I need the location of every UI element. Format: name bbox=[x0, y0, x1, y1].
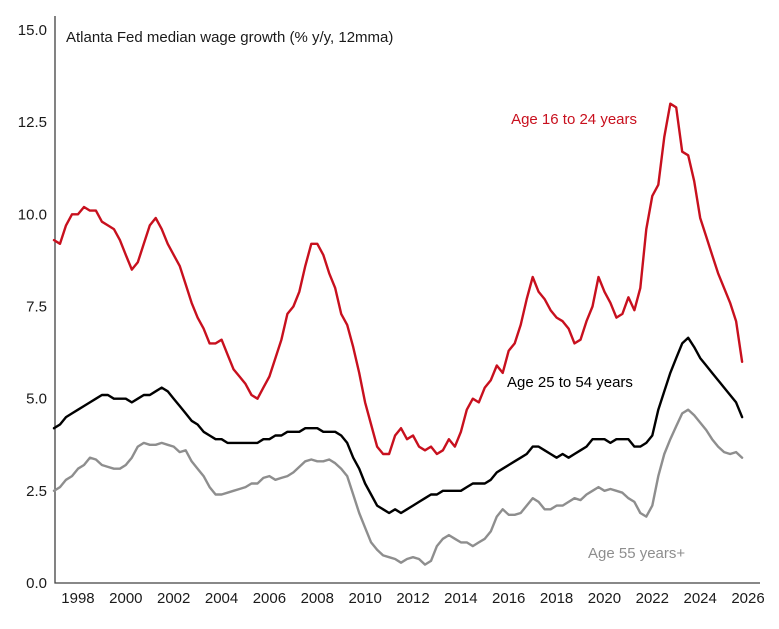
y-axis-tick-labels: 0.0 2.5 5.0 7.5 10.0 12.5 15.0 bbox=[18, 22, 47, 592]
y-tick-label: 12.5 bbox=[18, 114, 47, 131]
x-tick-label: 2020 bbox=[588, 590, 621, 607]
series-label-age-25-54: Age 25 to 54 years bbox=[507, 374, 633, 391]
y-tick-label: 15.0 bbox=[18, 22, 47, 39]
x-tick-label: 2024 bbox=[683, 590, 716, 607]
y-tick-label: 0.0 bbox=[26, 575, 47, 592]
x-tick-label: 2022 bbox=[636, 590, 669, 607]
y-tick-label: 7.5 bbox=[26, 299, 47, 316]
series-line-age-25-to-54-years bbox=[52, 336, 744, 515]
x-tick-label: 2008 bbox=[301, 590, 334, 607]
x-axis-tick-labels: 1998 2000 2002 2004 2006 2008 2010 2012 2014 2016… bbox=[61, 590, 764, 607]
x-tick-label: 2010 bbox=[348, 590, 381, 607]
x-tick-label: 2018 bbox=[540, 590, 573, 607]
chart-title: Atlanta Fed median wage growth (% y/y, 1… bbox=[66, 29, 393, 46]
x-tick-label: 2026 bbox=[731, 590, 764, 607]
y-tick-label: 10.0 bbox=[18, 206, 47, 223]
series-label-age-16-24: Age 16 to 24 years bbox=[511, 111, 637, 128]
x-tick-label: 2014 bbox=[444, 590, 477, 607]
series-lines bbox=[52, 102, 744, 566]
y-tick-label: 2.5 bbox=[26, 483, 47, 500]
series-line-age-16-to-24-years bbox=[52, 102, 744, 456]
y-tick-label: 5.0 bbox=[26, 391, 47, 408]
x-tick-label: 2016 bbox=[492, 590, 525, 607]
series-line-age-55-years- bbox=[52, 408, 744, 566]
x-tick-label: 1998 bbox=[61, 590, 94, 607]
x-tick-label: 2004 bbox=[205, 590, 238, 607]
x-tick-label: 2006 bbox=[253, 590, 286, 607]
x-tick-label: 2002 bbox=[157, 590, 190, 607]
axis-lines bbox=[54, 16, 760, 584]
series-label-age-55plus: Age 55 years+ bbox=[588, 545, 685, 562]
x-tick-label: 2012 bbox=[396, 590, 429, 607]
x-tick-label: 2000 bbox=[109, 590, 142, 607]
